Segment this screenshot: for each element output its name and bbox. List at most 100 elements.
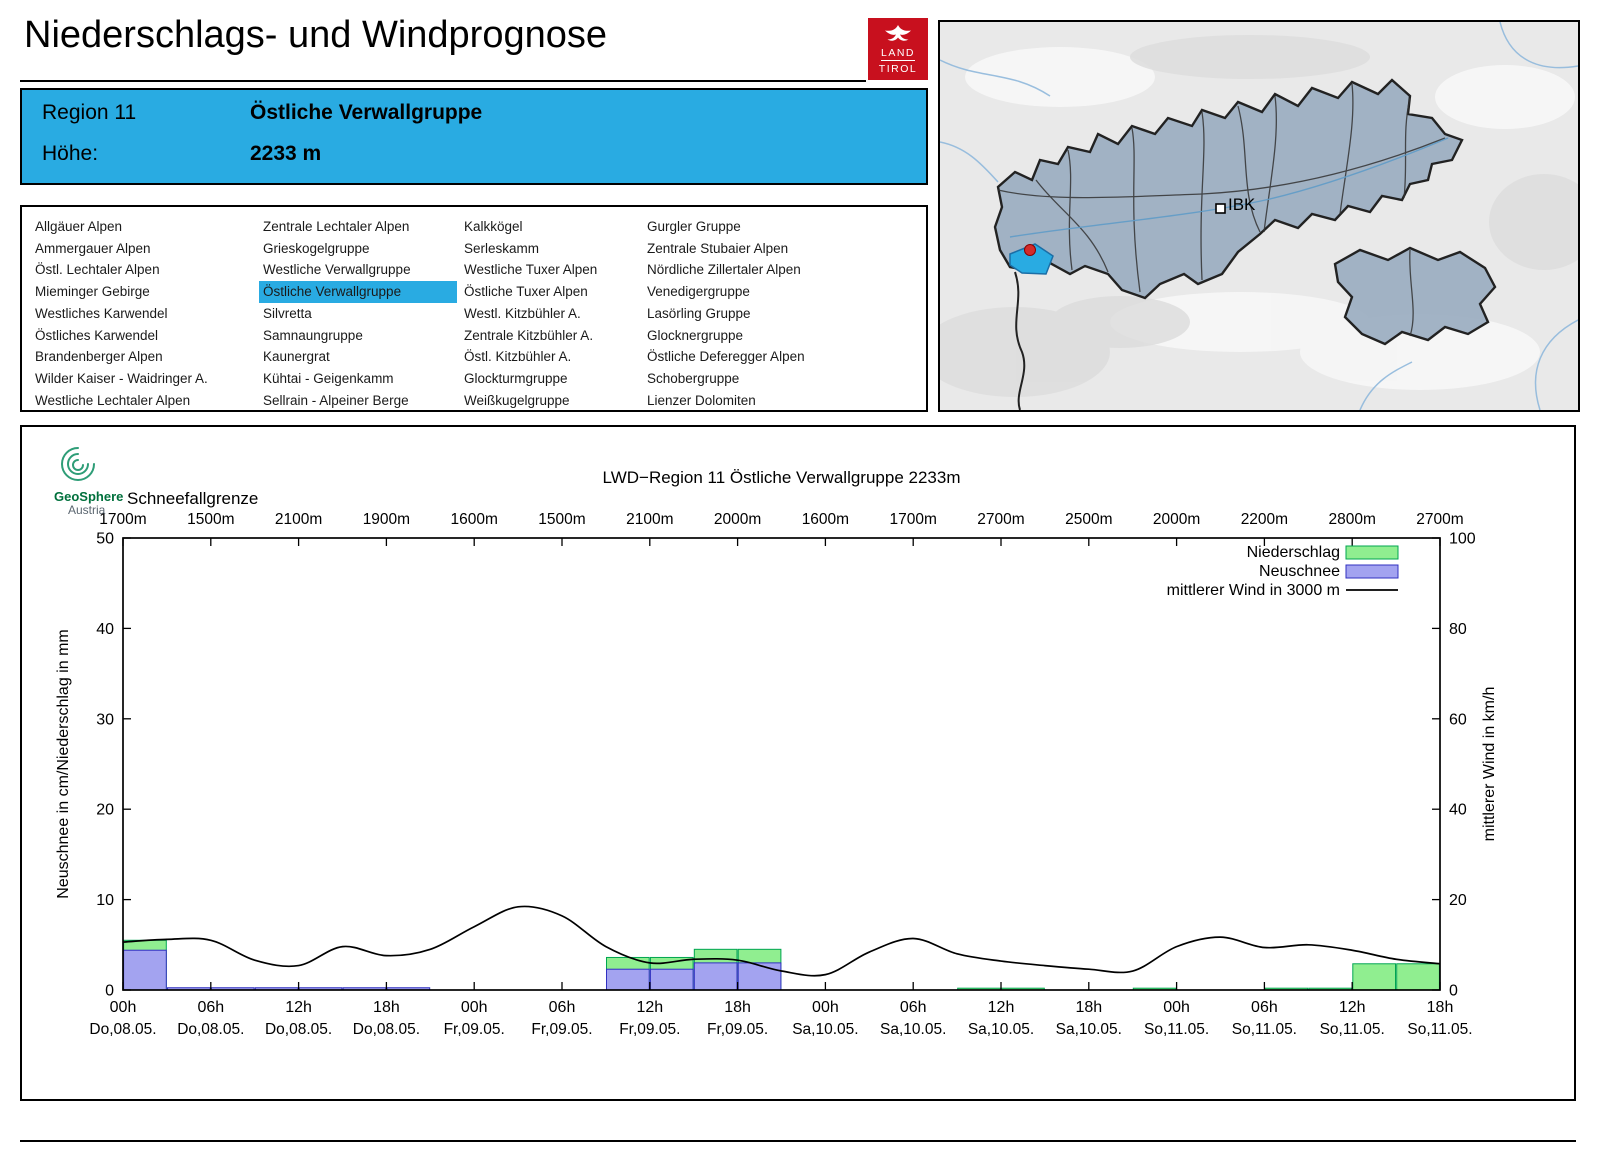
- x-tick-date: Sa,10.05.: [880, 1021, 946, 1038]
- x-tick-hour: 06h: [900, 999, 927, 1016]
- region-list-item[interactable]: Östliche Verwallgruppe: [259, 281, 457, 303]
- region-list-item[interactable]: Westliche Verwallgruppe: [263, 262, 411, 278]
- region-list-item[interactable]: Östl. Lechtaler Alpen: [35, 262, 160, 278]
- forecast-chart: 00h Do,08.05. 1700m 06h Do,08.05. 1500m 12h Do,…: [20, 425, 1576, 1101]
- region-list-item[interactable]: Zentrale Lechtaler Alpen: [263, 219, 410, 234]
- region-list-item[interactable]: Silvretta: [263, 305, 312, 321]
- wind-line: [122, 905, 1441, 977]
- region-list-item[interactable]: Mieminger Gebirge: [35, 284, 150, 300]
- snowline-value: 2100m: [275, 511, 322, 528]
- region-list-item[interactable]: Sellrain - Alpeiner Berge: [263, 392, 409, 408]
- snowline-value: 2000m: [1153, 511, 1200, 528]
- snowline-value: 1500m: [538, 511, 585, 528]
- x-tick-hour: 18h: [373, 999, 400, 1016]
- region-list-item[interactable]: Zentrale Stubaier Alpen: [647, 240, 789, 256]
- snow-bar: [693, 962, 738, 991]
- x-tick-date: Sa,10.05.: [1056, 1021, 1122, 1038]
- region-list-item[interactable]: Glockturmgruppe: [464, 370, 568, 386]
- region-column-2: Zentrale Lechtaler Alpen Grieskogelgruppe…: [259, 216, 457, 411]
- logo-separator: [881, 60, 915, 61]
- region-list-item[interactable]: Lienzer Dolomiten: [647, 392, 756, 408]
- x-tick-date: Do,08.05.: [265, 1021, 332, 1038]
- tirol-map-svg: IBK: [940, 22, 1578, 410]
- y-tick-right-label: 60: [1449, 711, 1467, 728]
- title-divider: [20, 80, 866, 82]
- region-list-item[interactable]: Östl. Kitzbühler A.: [464, 349, 572, 365]
- region-list-item[interactable]: Nördliche Zillertaler Alpen: [647, 262, 801, 278]
- region-list-item[interactable]: Allgäuer Alpen: [35, 219, 123, 234]
- x-tick-date: Sa,10.05.: [792, 1021, 858, 1038]
- x-tick-date: So,11.05.: [1144, 1021, 1209, 1038]
- region-list-item[interactable]: Brandenberger Alpen: [35, 349, 163, 365]
- x-tick-hour: 06h: [1251, 999, 1278, 1016]
- region-list-item[interactable]: Weißkugelgruppe: [464, 392, 570, 408]
- region-column-3: Kalkkögel Serleskamm Westliche Tuxer Alpen…: [460, 216, 640, 411]
- region-list-item[interactable]: Wilder Kaiser - Waidringer A.: [35, 370, 208, 386]
- precip-bar: [1396, 963, 1440, 991]
- terrain-shadow: [940, 35, 1578, 397]
- y-tick-right-label: 40: [1449, 802, 1467, 819]
- region-list-item[interactable]: Östliche Deferegger Alpen: [647, 349, 805, 365]
- region-list-item[interactable]: Zentrale Kitzbühler A.: [464, 327, 594, 343]
- region-list-item[interactable]: Kühtai - Geigenkamm: [263, 370, 394, 386]
- chart-title: LWD−Region 11 Östliche Verwallgruppe 223…: [603, 468, 961, 487]
- precip-bar: [1352, 963, 1397, 991]
- selected-region-shape[interactable]: [1009, 243, 1054, 275]
- map-region-east-tirol[interactable]: [1333, 246, 1497, 346]
- snowline-value: 1700m: [889, 511, 936, 528]
- snowline-value: 2100m: [626, 511, 673, 528]
- legend-label: Niederschlag: [1247, 544, 1340, 561]
- ibk-marker: [1215, 203, 1226, 214]
- y-tick-right-label: 20: [1449, 892, 1467, 909]
- region-list-item[interactable]: Westliche Tuxer Alpen: [464, 262, 598, 278]
- plot-frame: [122, 537, 1441, 991]
- region-list-item[interactable]: Samnaungruppe: [263, 327, 363, 343]
- x-tick-hour: 00h: [461, 999, 488, 1016]
- region-list-item[interactable]: Serleskamm: [464, 240, 540, 256]
- x-tick-hour: 00h: [1163, 999, 1190, 1016]
- snowline-value: 1700m: [99, 511, 146, 528]
- region-name: Östliche Verwallgruppe: [250, 101, 483, 124]
- region-list-item[interactable]: Schobergruppe: [647, 370, 740, 386]
- bottom-divider: [20, 1140, 1576, 1142]
- region-list-item[interactable]: Westl. Kitzbühler A.: [464, 305, 581, 321]
- inn-river: [1009, 137, 1449, 238]
- snow-bar: [649, 968, 694, 991]
- x-tick-date: Do,08.05.: [353, 1021, 420, 1038]
- y-tick-left-label: 40: [96, 621, 114, 638]
- snow-bar: [737, 962, 782, 991]
- x-tick-date: So,11.05.: [1232, 1021, 1297, 1038]
- region-list-item[interactable]: Westliches Karwendel: [35, 305, 168, 321]
- region-list-item[interactable]: Lasörling Gruppe: [647, 305, 751, 321]
- snowline-label: Schneefallgrenze: [127, 489, 258, 508]
- region-list-item[interactable]: Kaunergrat: [263, 349, 330, 365]
- map-region-north-tirol[interactable]: [993, 78, 1464, 300]
- x-tick-date: Fr,09.05.: [444, 1021, 505, 1038]
- x-tick-date: Fr,09.05.: [619, 1021, 680, 1038]
- region-header: Region 11 Östliche Verwallgruppe Höhe: 2…: [20, 88, 928, 185]
- region-list-item[interactable]: Westliche Lechtaler Alpen: [35, 392, 191, 408]
- altitude-value: 2233 m: [250, 142, 322, 165]
- x-tick-date: Do,08.05.: [177, 1021, 244, 1038]
- y-tick-left-label: 0: [105, 983, 114, 1000]
- snowline-value: 1600m: [802, 511, 849, 528]
- x-tick-date: So,11.05.: [1407, 1021, 1472, 1038]
- legend-label: mittlerer Wind in 3000 m: [1167, 582, 1340, 599]
- region-list-item[interactable]: Östliches Karwendel: [35, 327, 159, 343]
- y-axis-left-label: Neuschnee in cm/Niederschlag in mm: [55, 629, 72, 898]
- snowline-value: 2700m: [1416, 511, 1463, 528]
- region-list-item[interactable]: Kalkkögel: [464, 219, 523, 234]
- x-tick-hour: 12h: [636, 999, 663, 1016]
- forecast-chart-svg: 00h Do,08.05. 1700m 06h Do,08.05. 1500m 12h Do,…: [55, 468, 1498, 1038]
- legend-swatch: [1345, 564, 1399, 579]
- east-district-border: [1409, 249, 1414, 337]
- region-list-item[interactable]: Grieskogelgruppe: [263, 240, 370, 256]
- region-list-item[interactable]: Östliche Tuxer Alpen: [464, 284, 588, 300]
- x-tick-date: Fr,09.05.: [531, 1021, 592, 1038]
- region-list-item[interactable]: Gurgler Gruppe: [647, 219, 741, 234]
- region-list-item[interactable]: Venedigergruppe: [647, 284, 750, 300]
- region-list-item[interactable]: Glocknergruppe: [647, 327, 744, 343]
- altitude-label: Höhe:: [42, 142, 99, 165]
- region-list-item[interactable]: Ammergauer Alpen: [35, 240, 151, 256]
- state-border: [1014, 271, 1026, 410]
